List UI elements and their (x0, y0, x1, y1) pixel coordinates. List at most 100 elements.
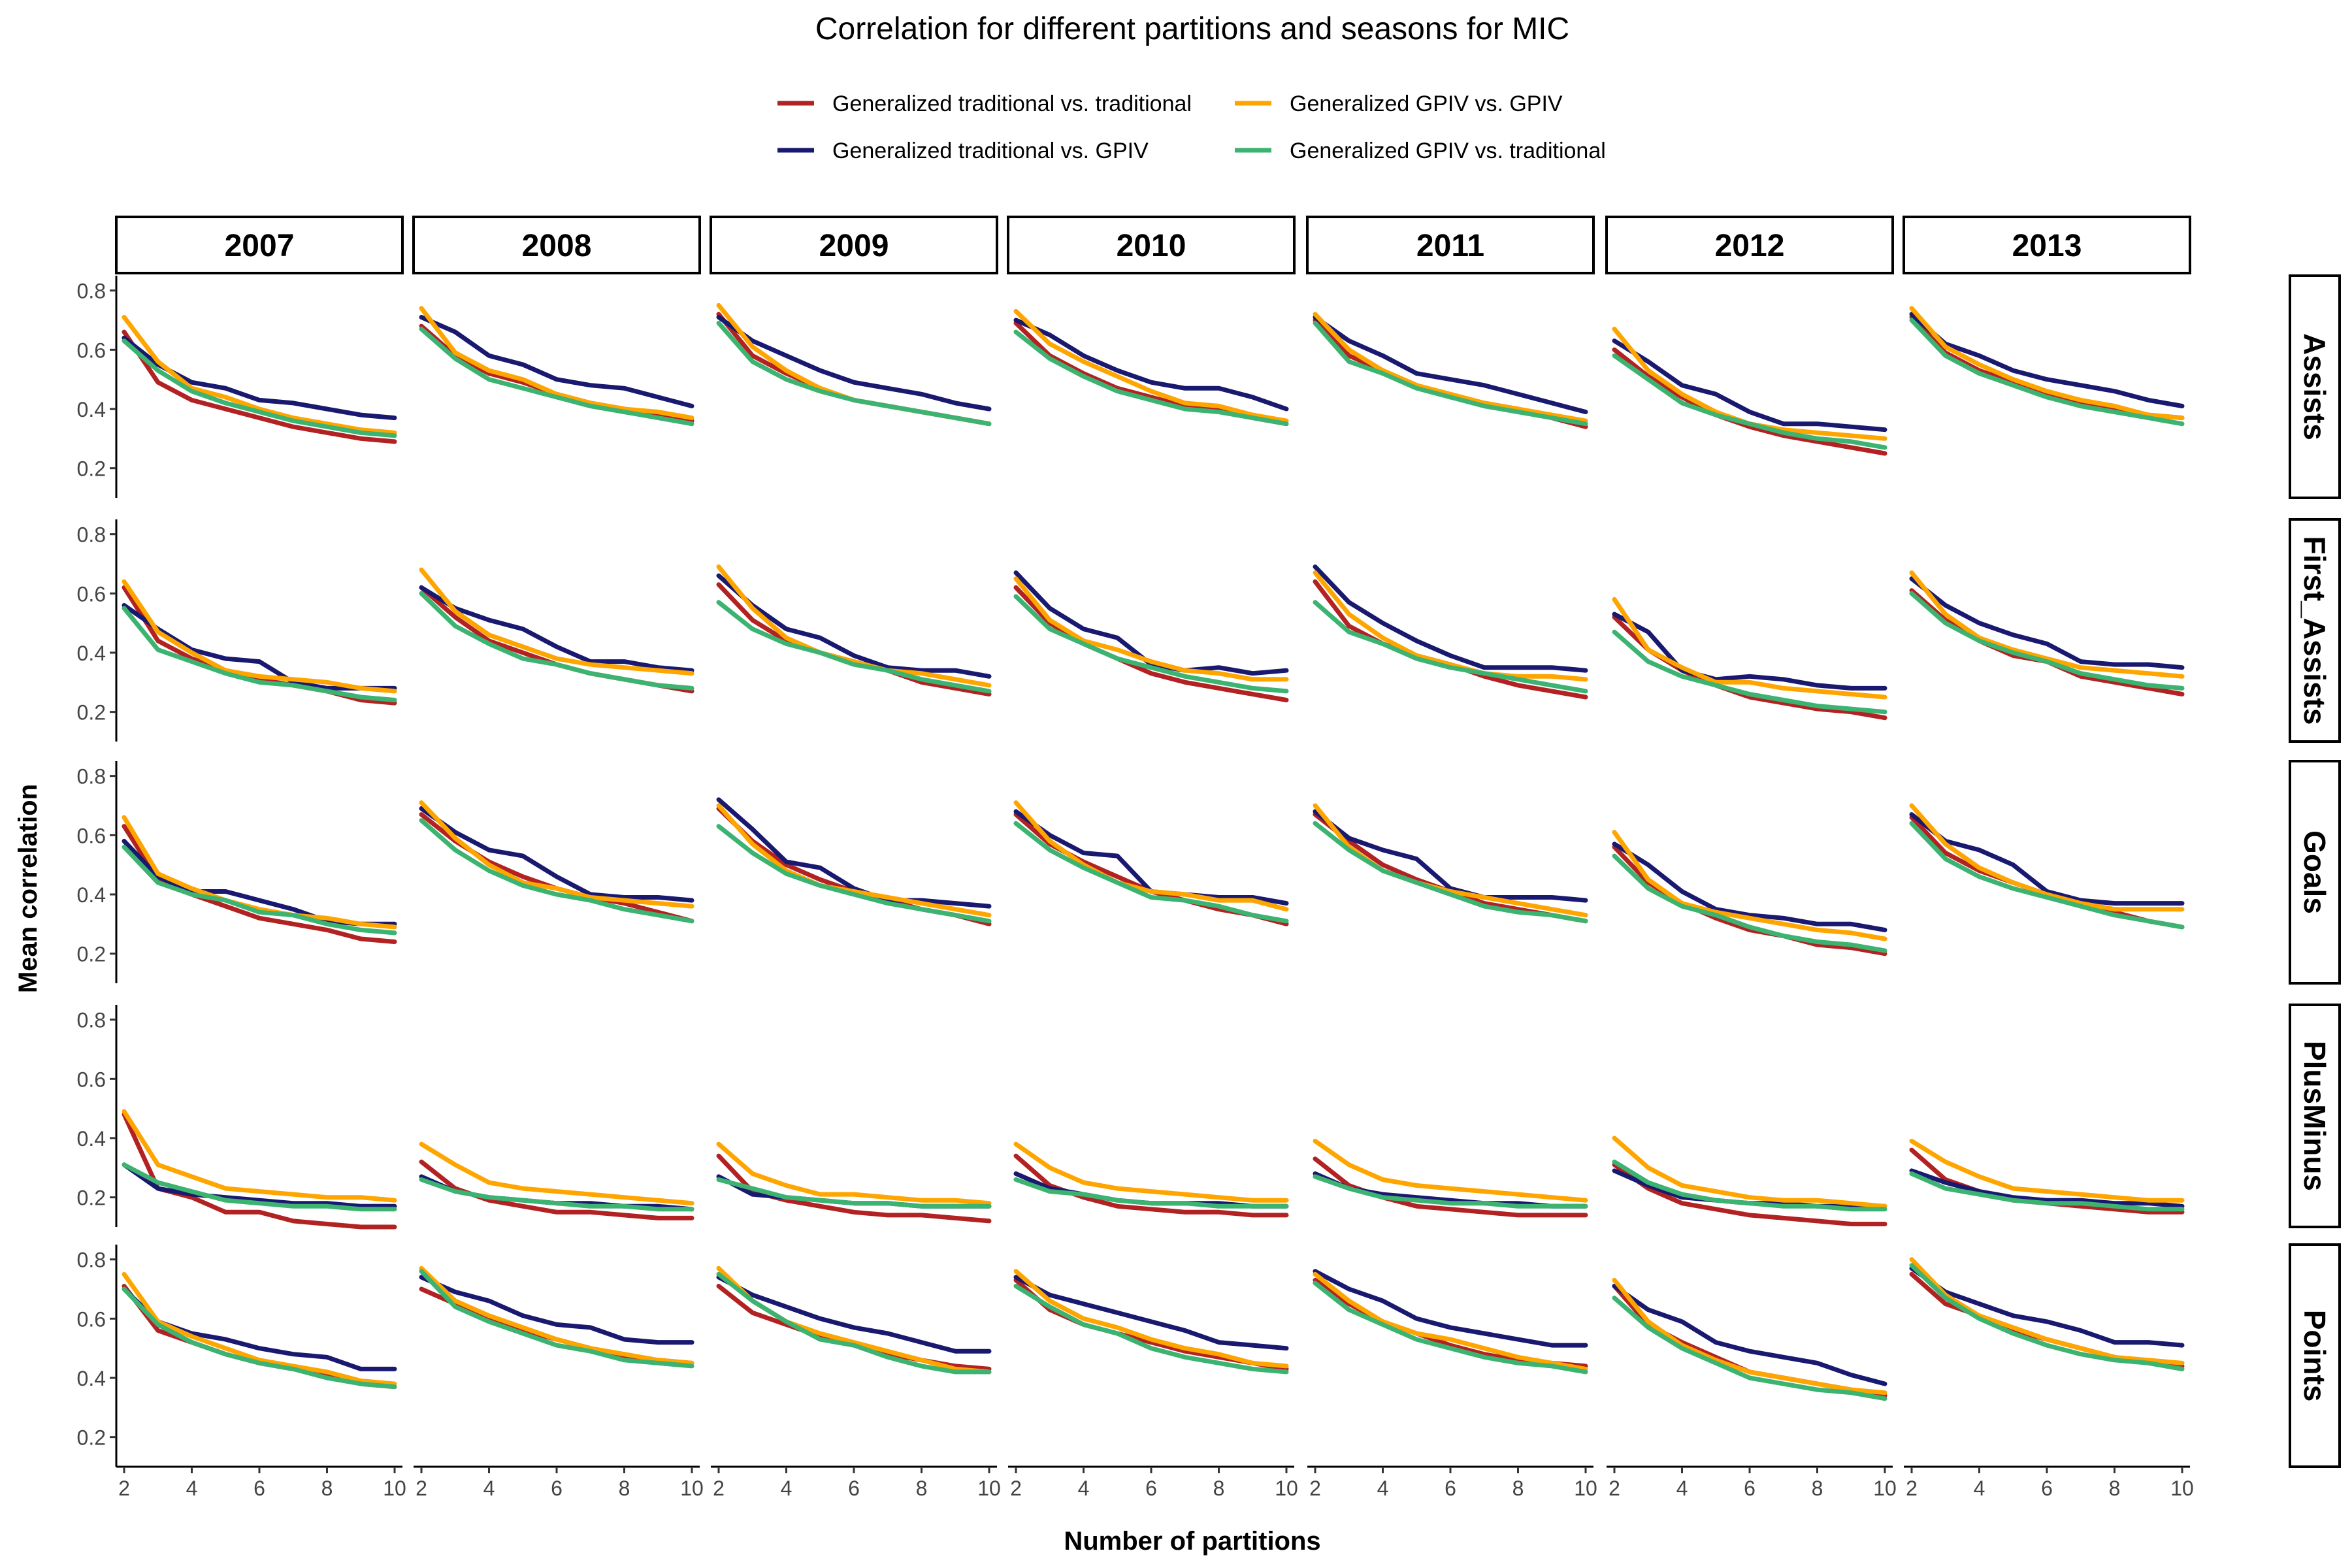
series-line (1612, 612, 1887, 691)
y-tick-label: 0.6 (77, 1068, 106, 1091)
series-line (419, 323, 694, 423)
x-tick-label: 10 (2170, 1477, 2194, 1500)
series-line (1013, 812, 1289, 926)
series-line (1013, 821, 1289, 924)
x-tick-label: 4 (186, 1477, 198, 1500)
y-tick-label: 0.4 (77, 642, 106, 665)
y-tick-label: 0.8 (77, 280, 106, 303)
series-line (122, 1162, 397, 1209)
series-line (122, 1162, 397, 1212)
series-line (1612, 347, 1887, 456)
strip-metric-label: Goals (2298, 830, 2332, 914)
series-line (716, 573, 992, 679)
series-line (1612, 1135, 1887, 1209)
series-line (716, 1271, 992, 1375)
strip-season-label: 2010 (1117, 229, 1186, 263)
series-line (1313, 570, 1588, 682)
x-tick-label: 4 (1676, 1477, 1688, 1500)
series-line (419, 1141, 694, 1206)
series-line (122, 315, 397, 435)
x-tick-label: 4 (1377, 1477, 1389, 1500)
y-tick-label: 0.8 (77, 1009, 106, 1032)
series-line (1313, 812, 1588, 924)
x-tick-label: 2 (1010, 1477, 1022, 1500)
x-tick-label: 6 (253, 1477, 265, 1500)
x-tick-label: 6 (1445, 1477, 1456, 1500)
y-tick-label: 0.2 (77, 943, 106, 966)
series-line (1313, 579, 1588, 700)
series-line (1013, 1141, 1289, 1203)
strip-season (1605, 216, 1894, 274)
series-line (122, 338, 397, 438)
series-line (1013, 1177, 1289, 1209)
x-tick-label: 2 (118, 1477, 130, 1500)
series-line (122, 579, 397, 694)
series-line (716, 312, 992, 427)
x-tick-label: 2 (1309, 1477, 1321, 1500)
strip-season (710, 216, 998, 274)
series-line (1909, 1168, 2185, 1209)
chart-title: Correlation for different partitions and… (815, 12, 1569, 46)
x-tick-label: 8 (619, 1477, 630, 1500)
x-tick-label: 10 (1574, 1477, 1597, 1500)
series-line (1013, 570, 1289, 676)
series-line (1013, 594, 1289, 694)
strip-season-label: 2008 (522, 229, 592, 263)
series-line (1909, 1171, 2185, 1212)
series-line (1313, 321, 1588, 427)
series-line (1909, 1139, 2185, 1203)
series-line (122, 606, 397, 702)
series-line (1909, 821, 2185, 930)
strip-metric (2289, 1004, 2341, 1228)
y-tick-label: 0.2 (77, 457, 106, 481)
legend: Generalized traditional vs. traditional G… (777, 91, 1606, 163)
series-line (419, 1269, 694, 1369)
strip-season (1007, 216, 1296, 274)
strip-metric (2289, 518, 2341, 743)
panels: 2007 2008 2009 2010 2011 2012 2013 Assists First… (77, 216, 2341, 1500)
strip-metric-label: First_Assists (2298, 536, 2332, 725)
series-line (1013, 1275, 1289, 1351)
series-line (716, 1275, 992, 1354)
series-line (716, 1177, 992, 1209)
y-tick-label: 0.4 (77, 1367, 106, 1390)
y-tick-label: 0.2 (77, 1426, 106, 1450)
series-line (1909, 306, 2185, 421)
strip-metric-label: Points (2298, 1310, 2332, 1402)
series-line (1612, 1284, 1887, 1386)
series-line (1909, 803, 2185, 912)
y-tick-label: 0.8 (77, 1249, 106, 1272)
legend-label: Generalized GPIV vs. traditional (1290, 139, 1606, 163)
x-tick-label: 6 (1744, 1477, 1756, 1500)
x-tick-label: 10 (1275, 1477, 1298, 1500)
x-tick-label: 4 (1974, 1477, 1985, 1500)
series-line (1909, 312, 2185, 408)
y-tick-label: 0.2 (77, 1186, 106, 1210)
strip-metric-label: PlusMinus (2298, 1041, 2332, 1191)
series-line (1013, 1269, 1289, 1369)
x-tick-label: 4 (781, 1477, 792, 1500)
series-line (1313, 821, 1588, 924)
series-line (1612, 1296, 1887, 1401)
series-line (419, 800, 694, 909)
series-line (1612, 1159, 1887, 1212)
series-line (419, 1266, 694, 1365)
series-line (1612, 596, 1887, 700)
y-tick-label: 0.4 (77, 398, 106, 421)
series-line (1909, 1257, 2185, 1365)
x-tick-label: 4 (1078, 1477, 1090, 1500)
series-line (1013, 318, 1289, 412)
series-line (1013, 576, 1289, 682)
series-line (1612, 853, 1887, 953)
series-line (1909, 1263, 2185, 1371)
x-tick-label: 10 (680, 1477, 704, 1500)
series-line (1313, 312, 1588, 423)
series-line (1909, 576, 2185, 670)
x-tick-label: 10 (1873, 1477, 1897, 1500)
series-line (1612, 629, 1887, 715)
legend-label: Generalized traditional vs. traditional (832, 91, 1192, 116)
x-tick-label: 8 (1812, 1477, 1823, 1500)
legend-label: Generalized GPIV vs. GPIV (1290, 91, 1563, 116)
legend-label: Generalized traditional vs. GPIV (832, 139, 1149, 163)
series-line (1909, 812, 2185, 906)
